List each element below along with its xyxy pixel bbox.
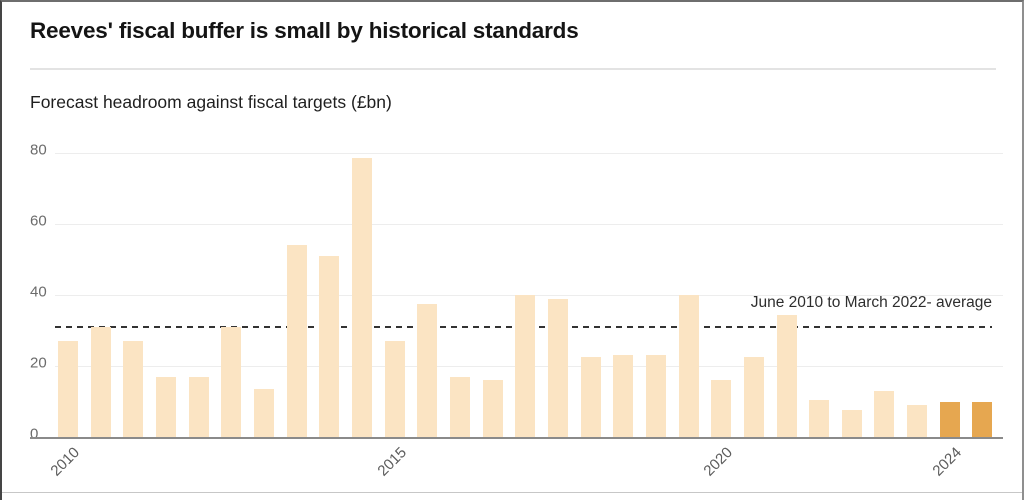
bar — [613, 355, 633, 437]
bar — [515, 295, 535, 437]
bar — [287, 245, 307, 437]
bar — [679, 295, 699, 437]
bar — [548, 299, 568, 437]
title-divider — [30, 68, 996, 70]
x-axis-label: 2020 — [700, 444, 737, 480]
gridline — [55, 153, 1003, 154]
bar — [352, 158, 372, 437]
y-axis-label: 60 — [30, 212, 47, 230]
y-axis-label: 80 — [30, 141, 47, 159]
gridline — [55, 224, 1003, 225]
bar — [711, 380, 731, 437]
bar — [874, 391, 894, 437]
bar — [842, 410, 862, 437]
bar — [221, 327, 241, 437]
bar — [58, 341, 78, 437]
bar — [907, 405, 927, 437]
bar — [581, 357, 601, 437]
x-axis-line — [30, 437, 1003, 439]
bar — [777, 315, 797, 437]
bar — [809, 400, 829, 437]
y-axis-label: 20 — [30, 354, 47, 372]
x-axis-label: 2015 — [374, 444, 411, 480]
bar — [450, 377, 470, 437]
x-axis-label: 2010 — [47, 444, 84, 480]
bar — [744, 357, 764, 437]
bar — [940, 402, 960, 437]
card-bottom-border — [2, 492, 1022, 493]
bar — [156, 377, 176, 437]
bar — [91, 327, 111, 437]
average-line-label: June 2010 to March 2022- average — [750, 294, 992, 311]
y-axis-label: 40 — [30, 283, 47, 301]
bar — [319, 256, 339, 437]
bar — [646, 355, 666, 437]
chart-subtitle: Forecast headroom against fiscal targets… — [30, 92, 392, 112]
bar — [189, 377, 209, 437]
bar — [123, 341, 143, 437]
bar — [417, 304, 437, 437]
chart-title: Reeves' fiscal buffer is small by histor… — [30, 18, 579, 43]
bar — [972, 402, 992, 437]
bar — [385, 341, 405, 437]
y-axis-label: 0 — [30, 425, 39, 443]
bar — [483, 380, 503, 437]
x-axis-label: 2024 — [929, 444, 966, 480]
bar — [254, 389, 274, 437]
